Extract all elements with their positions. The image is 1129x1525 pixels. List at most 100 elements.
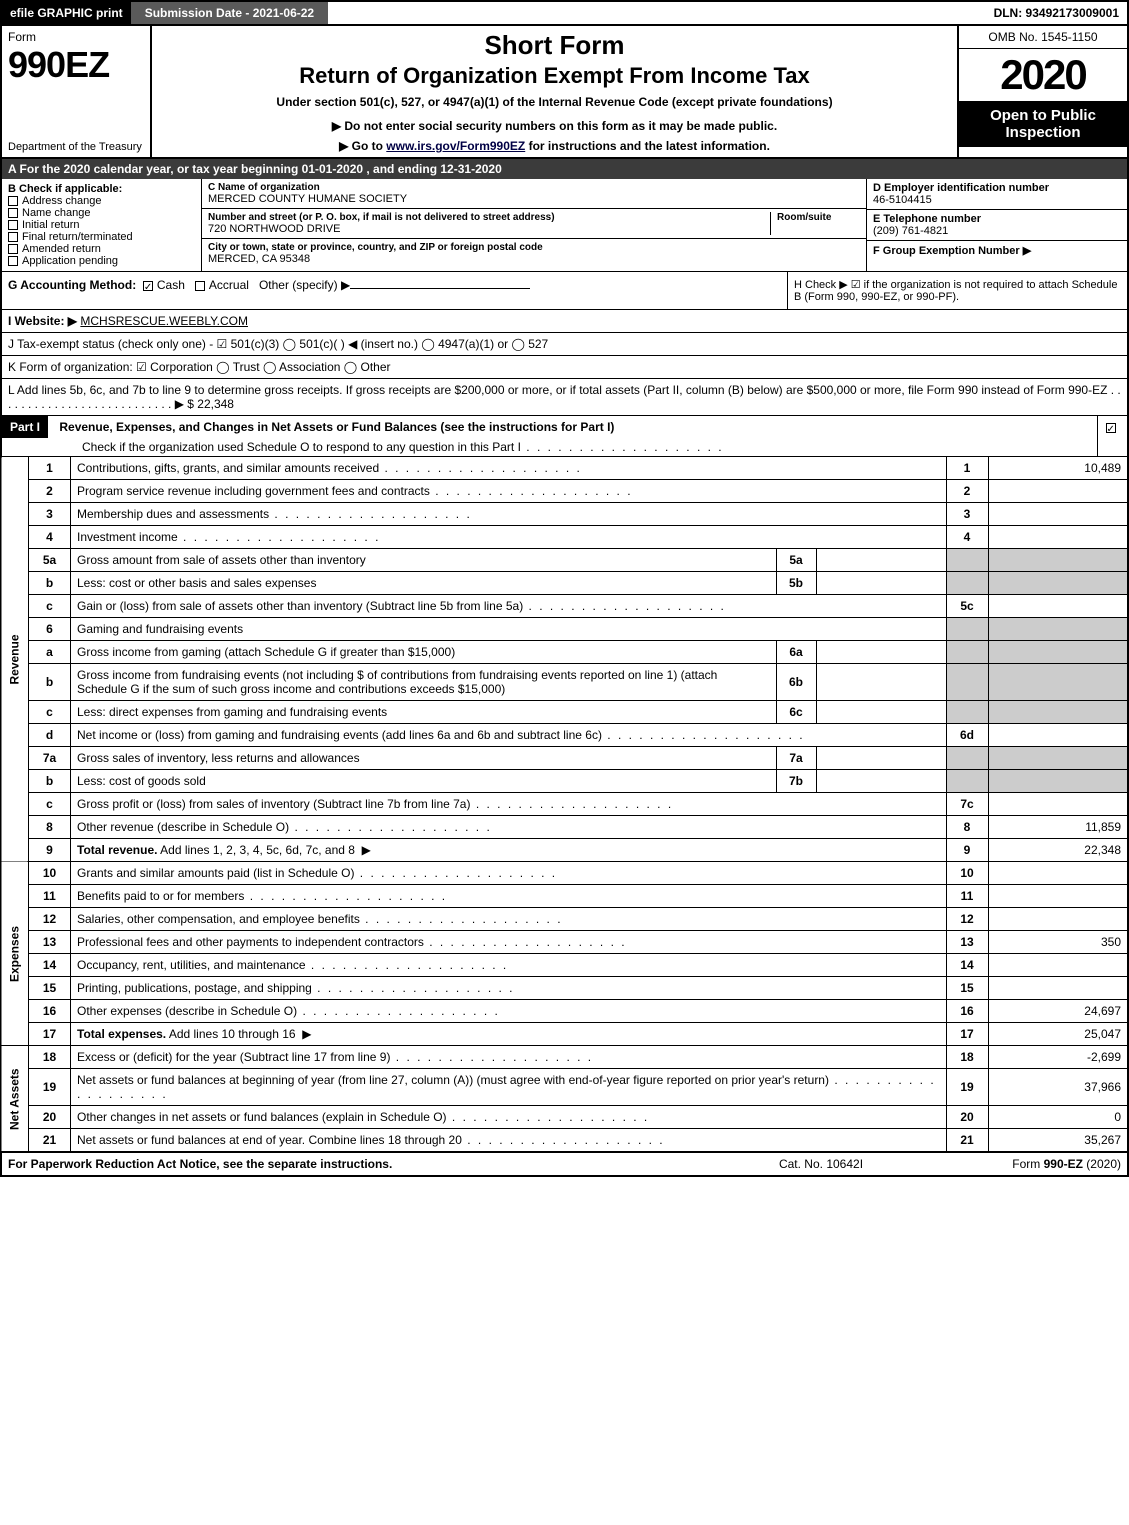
street-label: Number and street (or P. O. box, if mail… xyxy=(208,212,770,223)
line-row: Expenses10Grants and similar amounts pai… xyxy=(1,862,1128,885)
g-label: G Accounting Method: xyxy=(8,278,136,292)
line-amount xyxy=(988,977,1128,1000)
line-number: 3 xyxy=(29,503,71,526)
line-description: Gross profit or (loss) from sales of inv… xyxy=(71,793,947,816)
line-number: 1 xyxy=(29,457,71,480)
street: 720 NORTHWOOD DRIVE xyxy=(208,223,770,235)
ein-label: D Employer identification number xyxy=(873,182,1121,194)
line-row: 21Net assets or fund balances at end of … xyxy=(1,1129,1128,1152)
sub-line-number: 5b xyxy=(776,572,816,595)
right-line-number: 14 xyxy=(946,954,988,977)
form-ref-post: (2020) xyxy=(1083,1157,1121,1171)
right-line-number: 13 xyxy=(946,931,988,954)
line-description: Other revenue (describe in Schedule O) xyxy=(71,816,947,839)
line-number: 14 xyxy=(29,954,71,977)
part1-checkbox[interactable] xyxy=(1097,416,1127,456)
line-amount xyxy=(988,595,1128,618)
line-row: bLess: cost of goods sold7b xyxy=(1,770,1128,793)
instructions-link[interactable]: www.irs.gov/Form990EZ xyxy=(386,139,525,153)
line-description: Total expenses. Add lines 10 through 16 … xyxy=(71,1023,947,1046)
form-header: Form 990EZ Department of the Treasury Sh… xyxy=(0,26,1129,159)
amended-return-checkbox[interactable] xyxy=(8,244,18,254)
group-cell: F Group Exemption Number ▶ xyxy=(867,241,1127,260)
line-description: Less: direct expenses from gaming and fu… xyxy=(71,701,777,724)
form-ref: Form 990-EZ (2020) xyxy=(921,1157,1121,1171)
section-label: Net Assets xyxy=(1,1046,29,1152)
cat-no: Cat. No. 10642I xyxy=(721,1157,921,1171)
line-description: Benefits paid to or for members xyxy=(71,885,947,908)
right-line-number: 3 xyxy=(946,503,988,526)
line-row: bGross income from fundraising events (n… xyxy=(1,664,1128,701)
line-description: Gross sales of inventory, less returns a… xyxy=(71,747,777,770)
line-row: 4Investment income4 xyxy=(1,526,1128,549)
application-pending-checkbox[interactable] xyxy=(8,256,18,266)
right-line-number xyxy=(946,549,988,572)
row-i: I Website: ▶ MCHSRESCUE.WEEBLY.COM xyxy=(0,310,1129,333)
final-return-checkbox[interactable] xyxy=(8,232,18,242)
line-amount xyxy=(988,664,1128,701)
row-l-text: L Add lines 5b, 6c, and 7b to line 9 to … xyxy=(8,383,1121,411)
line-number: 12 xyxy=(29,908,71,931)
cash: Cash xyxy=(157,278,185,292)
form-ref-pre: Form xyxy=(1012,1157,1043,1171)
form-ref-bold: 990-EZ xyxy=(1044,1157,1083,1171)
omb-number: OMB No. 1545-1150 xyxy=(959,26,1127,49)
right-line-number: 17 xyxy=(946,1023,988,1046)
department: Department of the Treasury xyxy=(8,141,144,153)
line-row: 16Other expenses (describe in Schedule O… xyxy=(1,1000,1128,1023)
right-line-number: 7c xyxy=(946,793,988,816)
line-number: 19 xyxy=(29,1069,71,1106)
sub-line-number: 7b xyxy=(776,770,816,793)
line-amount: 37,966 xyxy=(988,1069,1128,1106)
line-description: Gross income from gaming (attach Schedul… xyxy=(71,641,777,664)
line-description: Gaming and fundraising events xyxy=(71,618,947,641)
dln-label: DLN: 93492173009001 xyxy=(986,2,1127,24)
subtitle: Under section 501(c), 527, or 4947(a)(1)… xyxy=(160,95,949,109)
line-row: 13Professional fees and other payments t… xyxy=(1,931,1128,954)
part1-check: Check if the organization used Schedule … xyxy=(82,440,724,454)
right-line-number xyxy=(946,641,988,664)
line-number: 15 xyxy=(29,977,71,1000)
right-line-number xyxy=(946,572,988,595)
footer: For Paperwork Reduction Act Notice, see … xyxy=(0,1152,1129,1177)
line-description: Excess or (deficit) for the year (Subtra… xyxy=(71,1046,947,1069)
line-row: 7aGross sales of inventory, less returns… xyxy=(1,747,1128,770)
spacer xyxy=(328,2,985,24)
line-amount xyxy=(988,549,1128,572)
address-change-checkbox[interactable] xyxy=(8,196,18,206)
website-label: I Website: ▶ xyxy=(8,314,77,328)
line-description: Salaries, other compensation, and employ… xyxy=(71,908,947,931)
submission-date: Submission Date - 2021-06-22 xyxy=(131,2,328,24)
line-number: 16 xyxy=(29,1000,71,1023)
line-number: 21 xyxy=(29,1129,71,1152)
line-amount: 24,697 xyxy=(988,1000,1128,1023)
line-description: Membership dues and assessments xyxy=(71,503,947,526)
line-row: 6Gaming and fundraising events xyxy=(1,618,1128,641)
line-amount xyxy=(988,954,1128,977)
form-word: Form xyxy=(8,30,144,44)
street-cell: Number and street (or P. O. box, if mail… xyxy=(202,209,866,239)
cash-checkbox[interactable] xyxy=(143,281,153,291)
line-amount xyxy=(988,480,1128,503)
accrual-checkbox[interactable] xyxy=(195,281,205,291)
row-h: H Check ▶ ☑ if the organization is not r… xyxy=(787,272,1127,309)
line-description: Professional fees and other payments to … xyxy=(71,931,947,954)
line-row: 5aGross amount from sale of assets other… xyxy=(1,549,1128,572)
line-number: 2 xyxy=(29,480,71,503)
instructions-note: ▶ Go to www.irs.gov/Form990EZ for instru… xyxy=(160,139,949,153)
ein: 46-5104415 xyxy=(873,194,1121,206)
name-change-checkbox[interactable] xyxy=(8,208,18,218)
row-l-amount: 22,348 xyxy=(197,397,234,411)
header-right: OMB No. 1545-1150 2020 Open to Public In… xyxy=(957,26,1127,157)
tel-cell: E Telephone number (209) 761-4821 xyxy=(867,210,1127,241)
line-number: 4 xyxy=(29,526,71,549)
line-description: Grants and similar amounts paid (list in… xyxy=(71,862,947,885)
line-amount: 35,267 xyxy=(988,1129,1128,1152)
initial-return-checkbox[interactable] xyxy=(8,220,18,230)
form-number: 990EZ xyxy=(8,44,144,86)
initial-return: Initial return xyxy=(22,219,79,231)
org-name: MERCED COUNTY HUMANE SOCIETY xyxy=(208,193,860,205)
line-number: 20 xyxy=(29,1106,71,1129)
line-amount xyxy=(988,885,1128,908)
accrual: Accrual xyxy=(209,278,249,292)
